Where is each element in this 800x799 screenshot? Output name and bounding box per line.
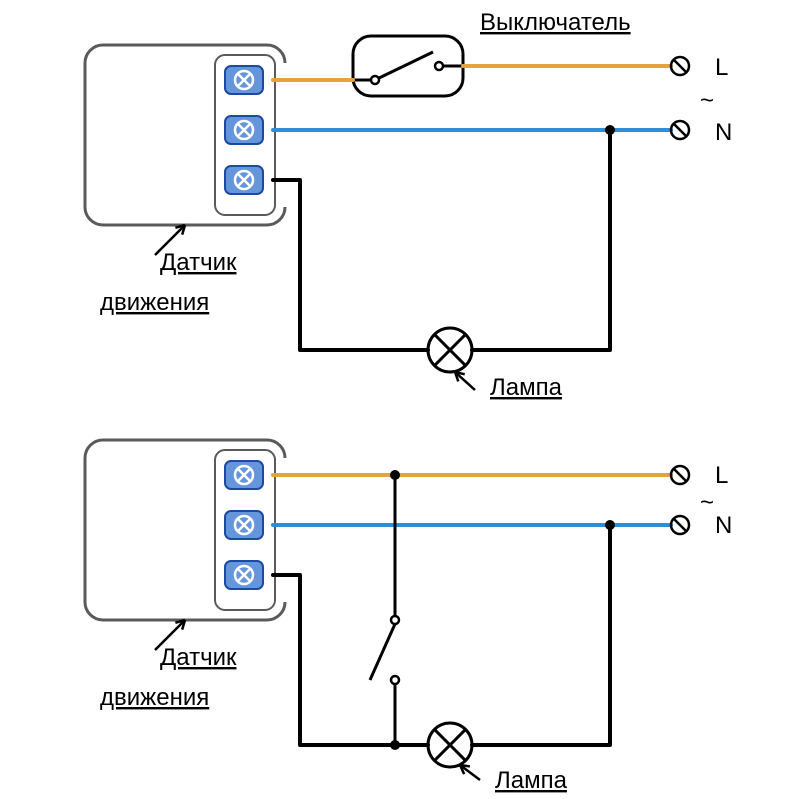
lamp-icon bbox=[428, 723, 472, 767]
terminal-icon bbox=[225, 511, 263, 539]
wire-L bbox=[273, 66, 671, 80]
label-lamp: Лампа bbox=[490, 374, 563, 401]
screw-terminal-icon bbox=[671, 516, 689, 534]
lamp-icon bbox=[428, 328, 472, 372]
pointer-arrow-icon bbox=[460, 765, 480, 780]
terminal-icon bbox=[225, 461, 263, 489]
terminal-icon bbox=[225, 166, 263, 194]
junction-dot bbox=[605, 520, 615, 530]
wire-load bbox=[273, 525, 610, 745]
screw-terminal-icon bbox=[671, 466, 689, 484]
label-lamp: Лампа bbox=[495, 767, 568, 794]
screw-terminal-icon bbox=[671, 121, 689, 139]
label-tilde: ~ bbox=[700, 489, 714, 516]
switch-icon bbox=[370, 475, 399, 745]
label-switch: Выключатель bbox=[480, 9, 631, 36]
terminal-icon bbox=[225, 116, 263, 144]
label-tilde: ~ bbox=[700, 87, 714, 114]
screw-terminal-icon bbox=[671, 57, 689, 75]
label-sensor-2: движения bbox=[100, 684, 209, 711]
label-N: N bbox=[715, 512, 732, 539]
terminal-icon bbox=[225, 561, 263, 589]
label-L: L bbox=[715, 54, 728, 81]
motion-sensor bbox=[85, 45, 289, 225]
label-sensor: Датчик bbox=[160, 644, 237, 671]
motion-sensor bbox=[85, 440, 289, 620]
label-L: L bbox=[715, 462, 728, 489]
label-sensor: Датчик bbox=[160, 249, 237, 276]
terminal-icon bbox=[225, 66, 263, 94]
label-sensor-2: движения bbox=[100, 289, 209, 316]
label-N: N bbox=[715, 119, 732, 146]
junction-dot bbox=[605, 125, 615, 135]
wire-load bbox=[273, 130, 610, 350]
pointer-arrow-icon bbox=[455, 372, 475, 390]
